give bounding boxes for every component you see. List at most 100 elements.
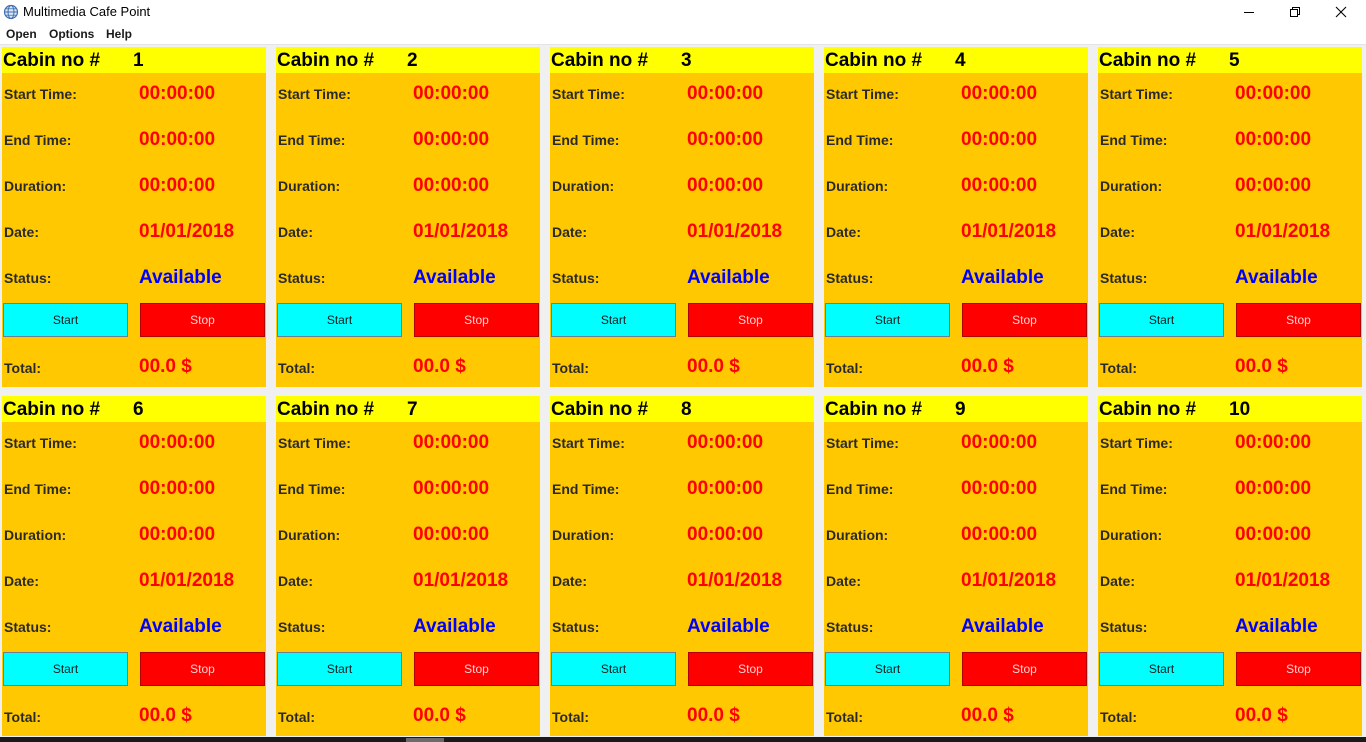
date-label: Date: [4,224,40,240]
end-time-value: 00:00:00 [1235,478,1312,499]
start-time-value: 00:00:00 [413,432,490,453]
status-label: Status: [826,619,874,635]
start-time-label: Start Time: [4,86,77,102]
stop-button[interactable]: Stop [962,303,1087,337]
end-time-label: End Time: [4,132,72,148]
total-label: Total: [1100,360,1138,376]
menu-help[interactable]: Help [106,27,133,41]
cabin-number: 3 [681,50,692,71]
date-value: 01/01/2018 [1235,570,1331,591]
status-label: Status: [826,270,874,286]
start-time-label: Start Time: [1100,435,1173,451]
cabin-number: 1 [133,50,144,71]
date-value: 01/01/2018 [961,221,1057,242]
cabin-title: Cabin no # [825,399,923,420]
start-time-value: 00:00:00 [413,83,490,104]
start-button[interactable]: Start [3,652,128,686]
maximize-button[interactable] [1272,0,1318,24]
stop-button[interactable]: Stop [414,652,539,686]
start-button[interactable]: Start [825,652,950,686]
duration-label: Duration: [552,178,615,194]
status-label: Status: [278,270,326,286]
end-time-label: End Time: [278,481,346,497]
cabin-title: Cabin no # [551,50,649,71]
end-time-label: End Time: [1100,132,1168,148]
start-time-value: 00:00:00 [961,432,1038,453]
scrollbar-thumb[interactable] [406,738,444,742]
end-time-label: End Time: [4,481,72,497]
date-label: Date: [1100,224,1136,240]
status-value: Available [961,267,1044,288]
menu-open[interactable]: Open [6,27,37,41]
stop-button[interactable]: Stop [1236,652,1361,686]
title-bar: Multimedia Cafe Point [0,0,1366,24]
stop-button[interactable]: Stop [140,303,265,337]
stop-button[interactable]: Stop [688,652,813,686]
globe-icon [3,4,19,20]
total-value: 00.0 $ [139,705,192,726]
date-label: Date: [278,224,314,240]
start-button[interactable]: Start [3,303,128,337]
stop-button[interactable]: Stop [962,652,1087,686]
stop-button[interactable]: Stop [414,303,539,337]
start-time-value: 00:00:00 [139,83,216,104]
stop-button[interactable]: Stop [688,303,813,337]
date-label: Date: [826,224,862,240]
minimize-icon [1244,12,1254,13]
end-time-label: End Time: [826,481,894,497]
status-label: Status: [278,619,326,635]
status-label: Status: [1100,270,1148,286]
cabin-title: Cabin no # [3,50,101,71]
end-time-label: End Time: [552,481,620,497]
cabin-panel: Cabin no # 9 Start Time: 00:00:00 End Time: 0… [824,396,1088,736]
cabin-panel: Cabin no # 4 Start Time: 00:00:00 End Time: 0… [824,47,1088,387]
start-button[interactable]: Start [825,303,950,337]
start-button[interactable]: Start [1099,652,1224,686]
duration-label: Duration: [1100,527,1163,543]
total-value: 00.0 $ [687,356,740,377]
end-time-value: 00:00:00 [1235,129,1312,150]
start-button[interactable]: Start [551,303,676,337]
menu-options[interactable]: Options [49,27,95,41]
duration-label: Duration: [4,527,67,543]
cabin-number: 5 [1229,50,1240,71]
date-label: Date: [278,573,314,589]
status-value: Available [1235,267,1318,288]
total-label: Total: [1100,709,1138,725]
menu-bar: Open Options Help [0,24,1366,45]
maximize-icon [1290,7,1300,17]
cabin-title: Cabin no # [1099,399,1197,420]
cabin-number: 6 [133,399,144,420]
cabin-panel: Cabin no # 10 Start Time: 00:00:00 End Time:… [1098,396,1362,736]
minimize-button[interactable] [1226,0,1272,24]
duration-value: 00:00:00 [139,524,216,545]
end-time-value: 00:00:00 [139,129,216,150]
duration-value: 00:00:00 [139,175,216,196]
date-value: 01/01/2018 [687,570,783,591]
cabin-panel: Cabin no # 6 Start Time: 00:00:00 End Time: 0… [2,396,266,736]
start-button[interactable]: Start [277,652,402,686]
start-time-value: 00:00:00 [961,83,1038,104]
cabin-number: 4 [955,50,966,71]
start-time-label: Start Time: [826,86,899,102]
stop-button[interactable]: Stop [1236,303,1361,337]
close-button[interactable] [1318,0,1364,24]
cabin-number: 2 [407,50,418,71]
status-label: Status: [4,270,52,286]
start-button[interactable]: Start [551,652,676,686]
cabin-number: 9 [955,399,966,420]
start-time-value: 00:00:00 [139,432,216,453]
cabin-header: Cabin no # 6 [2,396,266,422]
duration-label: Duration: [4,178,67,194]
end-time-label: End Time: [278,132,346,148]
start-button[interactable]: Start [1099,303,1224,337]
total-value: 00.0 $ [1235,356,1288,377]
start-time-value: 00:00:00 [1235,432,1312,453]
start-button[interactable]: Start [277,303,402,337]
duration-label: Duration: [1100,178,1163,194]
duration-value: 00:00:00 [961,524,1038,545]
stop-button[interactable]: Stop [140,652,265,686]
cabin-number: 8 [681,399,692,420]
horizontal-scrollbar[interactable] [0,737,1366,742]
date-label: Date: [552,573,588,589]
